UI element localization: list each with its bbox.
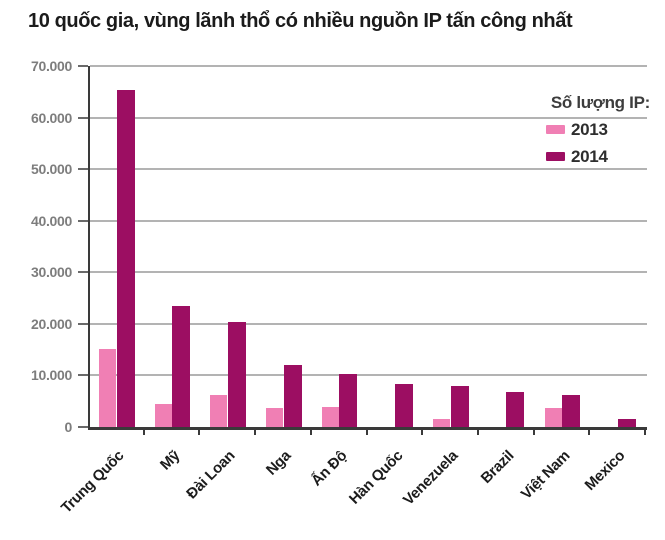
y-tick-mark [78, 426, 88, 428]
bar-2014-Việt Nam [562, 394, 581, 427]
y-axis-label-50.000: 50.000 [30, 161, 72, 178]
y-tick-mark [78, 219, 88, 222]
bar-2014-Mexico [617, 419, 636, 427]
legend-item-2014: 2014 [538, 147, 650, 166]
bar-2013-Nga [266, 407, 284, 427]
gridline-30.000 [90, 271, 647, 274]
x-tick-mark [365, 428, 368, 435]
x-tick-mark [142, 428, 145, 435]
y-axis-label-70.000: 70.000 [30, 58, 72, 74]
gridline-20.000 [90, 322, 647, 325]
bar-2014-Nga [283, 364, 302, 427]
legend-swatch-2014 [546, 152, 565, 161]
y-axis-label-30.000: 30.000 [30, 264, 72, 281]
plot-area: Số lượng IP: 2013 2014 [88, 65, 650, 430]
bar-2014-Venezuela [450, 385, 469, 427]
bar-2013-Mỹ [154, 403, 172, 427]
gridline-10.000 [90, 374, 647, 377]
bar-2014-Brazil [506, 391, 525, 427]
legend-title: Số lượng IP: [550, 93, 650, 112]
x-tick-mark [198, 428, 201, 435]
bar-2014-Đài Loan [227, 321, 246, 427]
y-axis-label-20.000: 20.000 [30, 315, 72, 332]
bar-2013-Ấn Độ [321, 406, 339, 427]
gridline-40.000 [90, 219, 647, 222]
legend: Số lượng IP: 2013 2014 [538, 93, 650, 166]
bar-2014-Ấn Độ [339, 373, 358, 427]
legend-label-2014: 2014 [571, 147, 608, 166]
gridline-50.000 [90, 168, 647, 171]
gridline-60.000 [90, 116, 647, 119]
x-tick-mark [421, 428, 424, 435]
gridline-70.000 [90, 65, 647, 67]
bar-2013-Việt Nam [544, 407, 562, 427]
y-axis-label-10.000: 10.000 [30, 367, 72, 384]
x-tick-mark [588, 428, 591, 435]
y-tick-mark [78, 116, 88, 119]
bar-2014-Hàn Quốc [395, 384, 413, 427]
bar-2013-Đài Loan [210, 394, 228, 427]
chart-title: 10 quốc gia, vùng lãnh thổ có nhiều nguồ… [28, 10, 573, 32]
x-tick-mark [532, 428, 535, 435]
legend-item-2013: 2013 [538, 120, 650, 139]
bar-2014-Trung Quốc [116, 89, 135, 427]
y-tick-mark [78, 322, 88, 325]
bar-2013-Trung Quốc [99, 348, 116, 427]
x-tick-mark [254, 428, 257, 435]
y-tick-mark [78, 374, 88, 377]
bar-2014-Mỹ [172, 305, 191, 427]
y-tick-mark [78, 168, 88, 171]
y-tick-mark [78, 271, 88, 274]
y-axis-label-40.000: 40.000 [30, 212, 72, 229]
x-tick-mark [309, 428, 312, 435]
bar-2013-Venezuela [433, 418, 451, 427]
x-tick-mark [476, 428, 479, 435]
x-tick-mark [644, 428, 646, 435]
y-axis-label-60.000: 60.000 [30, 109, 72, 126]
y-axis-label-0: 0 [64, 419, 73, 435]
legend-swatch-2013 [546, 125, 565, 134]
y-tick-mark [78, 65, 88, 67]
legend-label-2013: 2013 [571, 120, 608, 139]
